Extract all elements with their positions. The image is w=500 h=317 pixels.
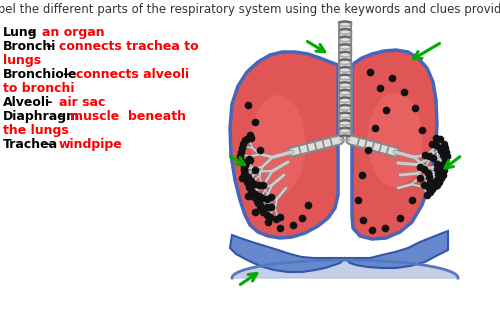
Text: –: – bbox=[42, 96, 57, 109]
Text: –: – bbox=[59, 68, 74, 81]
Text: Bronchiole: Bronchiole bbox=[3, 68, 78, 81]
Polygon shape bbox=[230, 52, 338, 238]
Ellipse shape bbox=[368, 93, 422, 187]
Text: muscle  beneath: muscle beneath bbox=[70, 110, 186, 123]
Text: the lungs: the lungs bbox=[3, 124, 69, 137]
Text: –: – bbox=[53, 110, 68, 123]
Text: air sac: air sac bbox=[59, 96, 105, 109]
Text: Diaphragm: Diaphragm bbox=[3, 110, 80, 123]
Text: an organ: an organ bbox=[42, 26, 104, 39]
Text: to bronchi: to bronchi bbox=[3, 82, 74, 95]
Text: lungs: lungs bbox=[3, 54, 41, 67]
Polygon shape bbox=[232, 260, 458, 278]
Polygon shape bbox=[230, 231, 448, 272]
Polygon shape bbox=[352, 50, 437, 239]
Text: connects trachea to: connects trachea to bbox=[59, 40, 198, 53]
Text: Lung: Lung bbox=[3, 26, 37, 39]
Text: connects alveoli: connects alveoli bbox=[76, 68, 188, 81]
Text: –: – bbox=[26, 26, 40, 39]
Text: -: - bbox=[42, 138, 56, 151]
Ellipse shape bbox=[250, 95, 306, 195]
Text: –: – bbox=[42, 40, 57, 53]
Text: windpipe: windpipe bbox=[59, 138, 122, 151]
Text: Label the different parts of the respiratory system using the keywords and clues: Label the different parts of the respira… bbox=[0, 3, 500, 16]
Text: Alveoli: Alveoli bbox=[3, 96, 50, 109]
Polygon shape bbox=[339, 22, 351, 142]
Text: Bronchi: Bronchi bbox=[3, 40, 56, 53]
Text: Trachea: Trachea bbox=[3, 138, 58, 151]
